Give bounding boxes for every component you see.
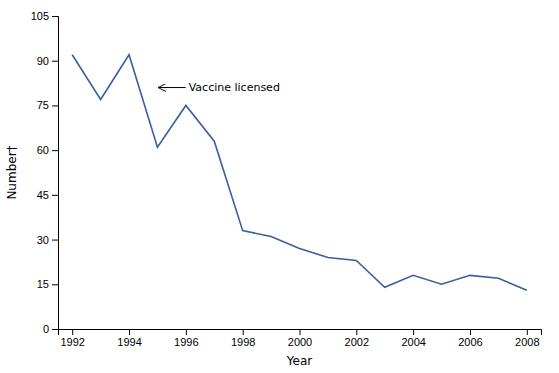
tick-label: 1992	[60, 336, 84, 348]
tick: 45	[37, 189, 58, 201]
tick: 2000	[288, 329, 312, 348]
tick: 60	[37, 144, 58, 156]
tick-mark	[470, 329, 471, 335]
tick-mark	[356, 329, 357, 335]
tick-mark	[52, 105, 58, 106]
tick-label: 1998	[231, 336, 255, 348]
plot: 1992 1994 1996 1998 2000 2002 2004 2006 2008 0 15 3…	[31, 10, 542, 348]
tick-label: 2002	[345, 336, 369, 348]
tick-mark	[52, 61, 58, 62]
chart: 1992 1994 1996 1998 2000 2002 2004 2006 2008 0 15 3…	[0, 0, 559, 373]
tick-mark	[243, 329, 244, 335]
axis-line	[59, 330, 542, 336]
tick-mark	[52, 329, 58, 330]
tick-mark	[129, 329, 130, 335]
tick: 0	[43, 323, 58, 335]
tick: 1996	[174, 329, 198, 348]
annotation-arrow	[159, 87, 186, 88]
tick-mark	[52, 195, 58, 196]
tick: 2008	[515, 329, 539, 348]
tick: 90	[37, 55, 58, 67]
tick-mark	[52, 16, 58, 17]
y-axis-title: Number†	[5, 145, 19, 199]
tick-label: 15	[37, 278, 49, 290]
x-axis: 1992 1994 1996 1998 2000 2002 2004 2006 2008	[59, 329, 542, 348]
tick: 15	[37, 278, 58, 290]
annotation: Vaccine licensed	[189, 81, 280, 94]
tick-mark	[527, 329, 528, 335]
tick-label: 75	[37, 99, 49, 111]
tick-label: 1994	[117, 336, 141, 348]
tick-mark	[72, 329, 73, 335]
tick-label: 2000	[288, 336, 312, 348]
series	[72, 55, 527, 290]
tick-label: 90	[37, 55, 49, 67]
tick-mark	[52, 284, 58, 285]
tick-label: 2008	[515, 336, 539, 348]
tick-label: 30	[37, 234, 49, 246]
tick: 2004	[401, 329, 425, 348]
tick-label: 60	[37, 144, 49, 156]
tick: 105	[31, 10, 58, 22]
tick-label: 2004	[401, 336, 425, 348]
tick-mark	[52, 150, 58, 151]
y-axis: 0 15 30 45 60 75 90 105	[31, 10, 59, 335]
x-axis-title: Year	[286, 354, 312, 368]
tick-label: 1996	[174, 336, 198, 348]
axis-line	[52, 17, 59, 330]
tick-mark	[413, 329, 414, 335]
annotations: Vaccine licensed	[159, 81, 280, 94]
line	[72, 55, 527, 290]
tick-label: 45	[37, 189, 49, 201]
tick-label: 2006	[458, 336, 482, 348]
tick: 2002	[345, 329, 369, 348]
tick-mark	[300, 329, 301, 335]
tick: 1992	[60, 329, 84, 348]
tick-label: 0	[43, 323, 49, 335]
tick: 2006	[458, 329, 482, 348]
tick: 1994	[117, 329, 141, 348]
tick-mark	[52, 240, 58, 241]
tick: 75	[37, 99, 58, 111]
tick-label: 105	[31, 10, 49, 22]
tick: 1998	[231, 329, 255, 348]
tick-mark	[186, 329, 187, 335]
tick: 30	[37, 234, 58, 246]
